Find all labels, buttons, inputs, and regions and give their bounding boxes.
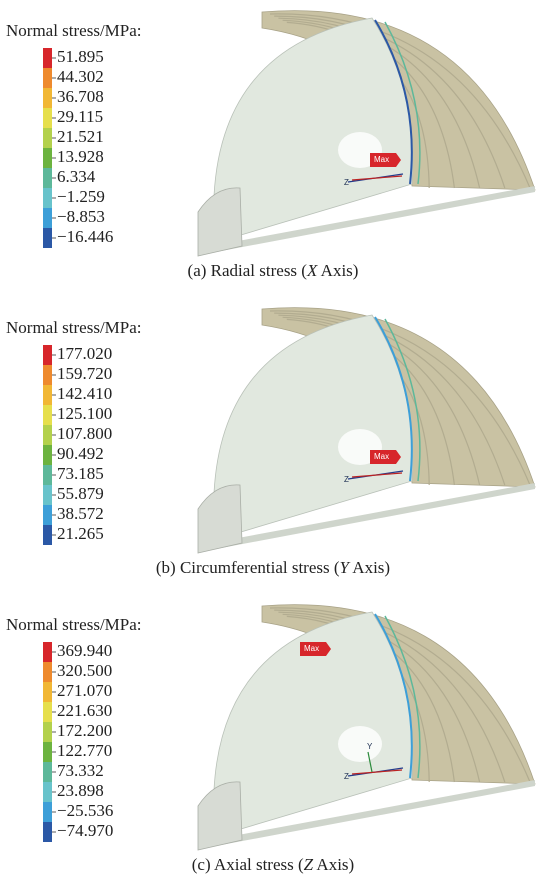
legend-label: 13.928 [57, 147, 104, 166]
legend-label: 21.521 [57, 127, 104, 146]
legend-label: 51.895 [57, 47, 104, 66]
legend-label: 369.940 [57, 641, 112, 660]
neck [198, 188, 242, 256]
caption: (b) Circumferential stress (Y Axis) [156, 558, 390, 577]
caption-prefix: (a) Radial stress ( [188, 261, 308, 280]
legend-swatch [43, 48, 52, 68]
legend-swatch [43, 365, 52, 385]
panel: Z Max Normal stress/MPa: 51.89544.30236.708… [6, 11, 535, 280]
legend-label: −25.536 [57, 801, 113, 820]
inner-sphere [214, 18, 413, 243]
legend-swatch [43, 762, 52, 782]
legend-swatch [43, 208, 52, 228]
legend-label: 73.332 [57, 761, 104, 780]
legend-label: −16.446 [57, 227, 113, 246]
legend-swatch [43, 128, 52, 148]
figure-canvas: Z Max Normal stress/MPa: 51.89544.30236.708… [0, 0, 547, 881]
model-render: Z Y Max [198, 605, 535, 850]
legend-swatch [43, 108, 52, 128]
legend-swatch [43, 662, 52, 682]
highlight [338, 726, 382, 762]
panel: Z Y Max Normal stress/MPa: 369.940320.500271… [6, 605, 535, 874]
caption-suffix: Axis) [349, 558, 390, 577]
legend-swatch [43, 525, 52, 545]
legend-swatch [43, 505, 52, 525]
legend-label: 55.879 [57, 484, 104, 503]
legend-swatch [43, 345, 52, 365]
legend-label: 38.572 [57, 504, 104, 523]
legend-swatch [43, 782, 52, 802]
caption-prefix: (b) Circumferential stress ( [156, 558, 340, 577]
legend-label: −1.259 [57, 187, 105, 206]
panel: Z Max Normal stress/MPa: 177.020159.720142.… [6, 308, 535, 577]
neck [198, 485, 242, 553]
legend-label: 21.265 [57, 524, 104, 543]
legend-swatch [43, 405, 52, 425]
axis-label: Y [367, 742, 373, 751]
legend-label: 177.020 [57, 344, 112, 363]
legend-label: 320.500 [57, 661, 112, 680]
legend-title: Normal stress/MPa: [6, 318, 142, 337]
caption-prefix: (c) Axial stress ( [192, 855, 304, 874]
legend-label: 36.708 [57, 87, 104, 106]
legend-label: 122.770 [57, 741, 112, 760]
legend-swatch [43, 88, 52, 108]
legend-swatch [43, 385, 52, 405]
legend-swatch [43, 822, 52, 842]
caption-suffix: Axis) [317, 261, 358, 280]
legend-title: Normal stress/MPa: [6, 21, 142, 40]
axis-label: Z [344, 772, 349, 781]
legend-swatch [43, 642, 52, 662]
legend-swatch [43, 465, 52, 485]
legend-label: 23.898 [57, 781, 104, 800]
caption: (c) Axial stress (Z Axis) [192, 855, 354, 874]
legend-label: 90.492 [57, 444, 104, 463]
legend-swatch [43, 485, 52, 505]
legend-swatch [43, 702, 52, 722]
neck [198, 782, 242, 850]
caption: (a) Radial stress (X Axis) [188, 261, 359, 280]
legend-swatch [43, 68, 52, 88]
legend-title: Normal stress/MPa: [6, 615, 142, 634]
axis-label: Z [344, 475, 349, 484]
model-render: Z Max [198, 308, 535, 553]
axis-label: Z [344, 178, 349, 187]
caption-axis: X [306, 261, 318, 280]
legend-label: 125.100 [57, 404, 112, 423]
legend-label: 221.630 [57, 701, 112, 720]
legend-label: 271.070 [57, 681, 112, 700]
legend-label: 73.185 [57, 464, 104, 483]
legend-label: −8.853 [57, 207, 105, 226]
legend-label: 107.800 [57, 424, 112, 443]
legend-label: 44.302 [57, 67, 104, 86]
max-label: Max [304, 644, 319, 653]
legend-label: −74.970 [57, 821, 113, 840]
legend-swatch [43, 425, 52, 445]
legend-label: 159.720 [57, 364, 112, 383]
figure: Z Max Normal stress/MPa: 51.89544.30236.708… [0, 0, 547, 881]
model-render: Z Max [198, 11, 535, 256]
legend-label: 29.115 [57, 107, 103, 126]
caption-suffix: Axis) [313, 855, 354, 874]
legend-swatch [43, 682, 52, 702]
legend-swatch [43, 228, 52, 248]
legend-swatch [43, 148, 52, 168]
legend-label: 172.200 [57, 721, 112, 740]
legend-label: 142.410 [57, 384, 112, 403]
legend-swatch [43, 168, 52, 188]
legend-label: 6.334 [57, 167, 96, 186]
legend-swatch [43, 722, 52, 742]
legend-swatch [43, 742, 52, 762]
max-label: Max [374, 452, 389, 461]
legend-swatch [43, 188, 52, 208]
legend-swatch [43, 445, 52, 465]
max-label: Max [374, 155, 389, 164]
inner-sphere [214, 315, 413, 540]
legend-swatch [43, 802, 52, 822]
